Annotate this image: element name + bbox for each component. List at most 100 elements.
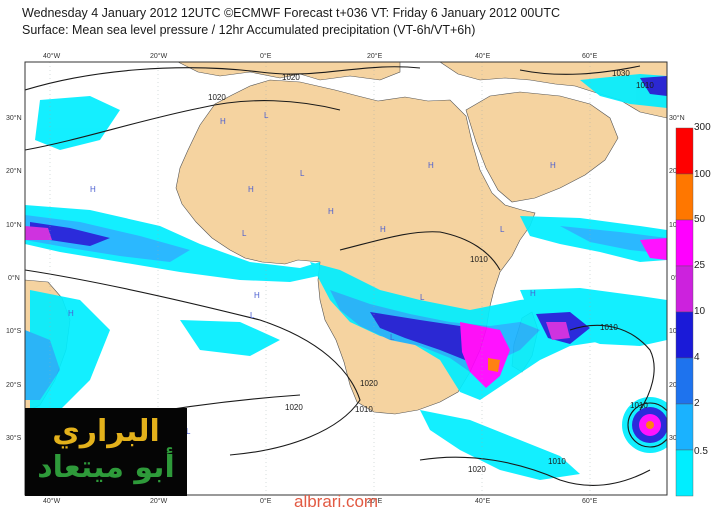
pressure-centre-label: H	[68, 309, 74, 318]
isobar-line	[627, 402, 667, 448]
logo-text-bottom: أبو ميتعاد	[37, 450, 175, 485]
map-frame	[24, 61, 668, 496]
isobars	[25, 65, 667, 486]
pressure-centre-label: L	[390, 333, 395, 342]
pressure-centre-label: H	[90, 185, 96, 194]
colorbar-swatch	[675, 403, 694, 451]
precip-intense	[546, 322, 570, 340]
isobar-line	[25, 66, 421, 91]
colorbar-label: 100	[694, 169, 711, 180]
pressure-centre-label: H	[248, 185, 254, 194]
colorbar-swatch	[675, 219, 694, 267]
precipitation-layer	[25, 74, 667, 480]
logo-text-top: البراري	[52, 414, 160, 449]
lon-label: 40°E	[475, 497, 491, 505]
asia-landmass	[439, 62, 667, 119]
isobar-label: 1010	[636, 81, 654, 90]
pressure-centre-label: H	[380, 225, 386, 234]
isobar-label: 1010	[600, 323, 618, 332]
precip-light	[25, 205, 320, 282]
lon-label: 0°E	[260, 497, 272, 505]
lat-label: 30°N	[669, 114, 685, 122]
isobar-line	[519, 65, 641, 75]
precip-intense	[640, 238, 667, 260]
isobar-label: 1010	[470, 255, 488, 264]
isobar-label: 1010	[548, 457, 566, 466]
isobar-label: 1030	[612, 69, 630, 78]
precip-intense	[25, 226, 52, 240]
lon-label: 40°W	[43, 497, 61, 505]
lon-label: 20°E	[367, 52, 383, 60]
isobar-label: 1020	[208, 93, 226, 102]
lat-label: 10°S	[6, 327, 22, 335]
isobar-label: 1010	[355, 405, 373, 414]
colorbar-swatch	[675, 127, 694, 175]
colorbar-swatch	[675, 311, 694, 359]
lat-label: 20°S	[6, 381, 22, 389]
pressure-centre-label: H	[254, 291, 260, 300]
colorbar-swatch	[675, 449, 694, 497]
colorbar-label: 10	[694, 306, 706, 317]
pressure-centre-label: L	[250, 311, 255, 320]
precip-moderate	[560, 226, 667, 254]
pressure-centre-label: H	[328, 207, 334, 216]
chart-subtitle: Surface: Mean sea level pressure / 12hr …	[22, 23, 476, 37]
lon-label: 40°E	[475, 52, 491, 60]
colorbar-label: 2	[694, 398, 700, 409]
colorbar-label: 300	[694, 122, 711, 133]
pressure-centre-label: L	[500, 225, 505, 234]
pressure-centre-label: L	[186, 427, 191, 436]
precip-light	[35, 96, 120, 150]
lon-label: 0°E	[260, 52, 272, 60]
watermark-url: albrari.com	[294, 492, 379, 511]
pressure-centre-label: L	[242, 229, 247, 238]
lat-label: 0°N	[8, 274, 20, 282]
colorbar-swatch	[675, 173, 694, 221]
isobar-line	[569, 324, 655, 411]
isobar-label: 1010	[630, 401, 648, 410]
colorbar-label: 25	[694, 260, 706, 271]
isobar-line	[419, 456, 651, 486]
precip-very-intense	[646, 421, 654, 429]
isobar-label: 1020	[285, 403, 303, 412]
lat-label: 20°N	[6, 167, 22, 175]
pressure-centre-label: H	[220, 117, 226, 126]
precip-light	[180, 320, 280, 356]
lon-label: 60°E	[582, 497, 598, 505]
lat-label: 30°S	[6, 434, 22, 442]
lon-label: 40°W	[43, 52, 61, 60]
isobar-line	[25, 100, 341, 151]
chart-title: Wednesday 4 January 2012 12UTC ©ECMWF Fo…	[22, 6, 561, 20]
isobar-label: 1020	[360, 379, 378, 388]
isobar-label: 1020	[468, 465, 486, 474]
precip-very-intense	[488, 358, 500, 372]
pressure-centres: H H H H L L H H L H H L H L L H L L	[68, 111, 556, 436]
isobar-line	[339, 231, 501, 271]
pressure-centre-label: H	[550, 161, 556, 170]
pressure-centre-label: L	[300, 169, 305, 178]
precip-light	[420, 410, 580, 480]
isobar-label: 1020	[282, 73, 300, 82]
precip-light	[520, 288, 667, 346]
colorbar-swatch	[675, 265, 694, 313]
lon-label: 20°W	[150, 497, 168, 505]
europe-landmass	[177, 62, 401, 81]
precip-moderate	[25, 330, 60, 400]
pressure-centre-label: H	[530, 289, 536, 298]
colorbar	[675, 127, 694, 497]
pressure-centre-label: L	[420, 293, 425, 302]
lat-label: 10°N	[6, 221, 22, 229]
colorbar-label: 0.5	[694, 446, 708, 457]
precip-heavy	[640, 76, 667, 96]
isobar-line	[25, 269, 361, 456]
lon-label: 20°W	[150, 52, 168, 60]
colorbar-swatch	[675, 357, 694, 405]
lon-labels-bottom: 40°W 20°W 0°E 20°E 40°E 60°E	[43, 497, 598, 505]
lon-labels-top: 40°W 20°W 0°E 20°E 40°E 60°E	[43, 52, 598, 60]
colorbar-label: 4	[694, 352, 700, 363]
lat-labels-left: 30°N 20°N 10°N 0°N 10°S 20°S 30°S	[6, 114, 22, 442]
lon-label: 20°E	[367, 497, 383, 505]
colorbar-label: 50	[694, 214, 706, 225]
pressure-centre-label: L	[264, 111, 269, 120]
albrari-logo: البراري أبو ميتعاد	[25, 408, 187, 496]
